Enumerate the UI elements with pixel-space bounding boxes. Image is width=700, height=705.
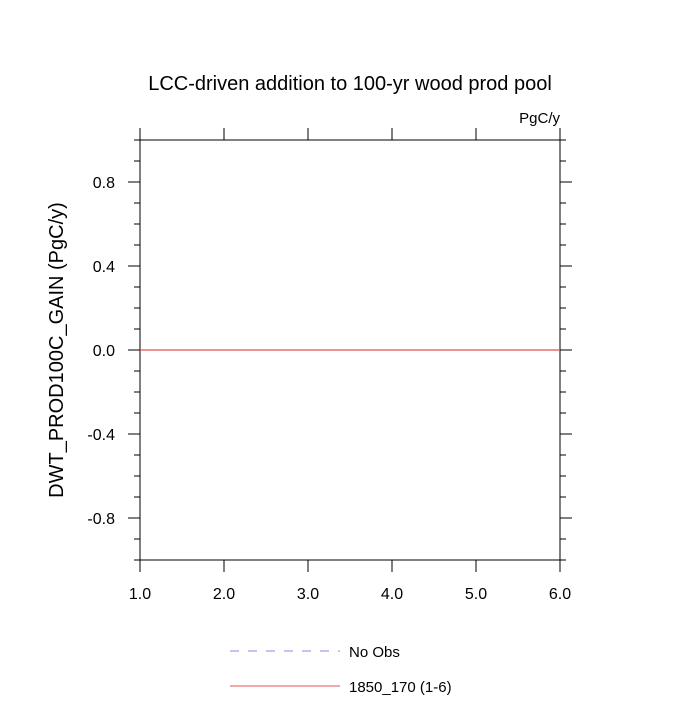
axis-ticks	[128, 128, 572, 572]
x-tick-label: 1.0	[129, 586, 151, 603]
legend-label: 1850_170 (1-6)	[349, 679, 452, 696]
legend-label: No Obs	[349, 644, 400, 661]
x-tick-label: 6.0	[549, 586, 571, 603]
x-tick-label: 3.0	[297, 586, 319, 603]
y-axis-label: DWT_PROD100C_GAIN (PgC/y)	[46, 202, 68, 498]
legend: No Obs 1850_170 (1-6)	[230, 644, 452, 696]
x-tick-label: 5.0	[465, 586, 487, 603]
x-tick-label: 2.0	[213, 586, 235, 603]
y-tick-label: 0.0	[93, 343, 115, 360]
units-label: PgC/y	[519, 110, 560, 127]
y-tick-label: 0.4	[93, 259, 115, 276]
y-tick-label: -0.8	[87, 511, 115, 528]
y-tick-label: -0.4	[87, 427, 115, 444]
axis-tick-labels: 1.0 2.0 3.0 4.0 5.0 6.0 -0.8 -0.4 0.0 0.4 0.8	[87, 175, 571, 603]
x-tick-label: 4.0	[381, 586, 403, 603]
chart-title: LCC-driven addition to 100-yr wood prod …	[148, 73, 552, 95]
y-tick-label: 0.8	[93, 175, 115, 192]
